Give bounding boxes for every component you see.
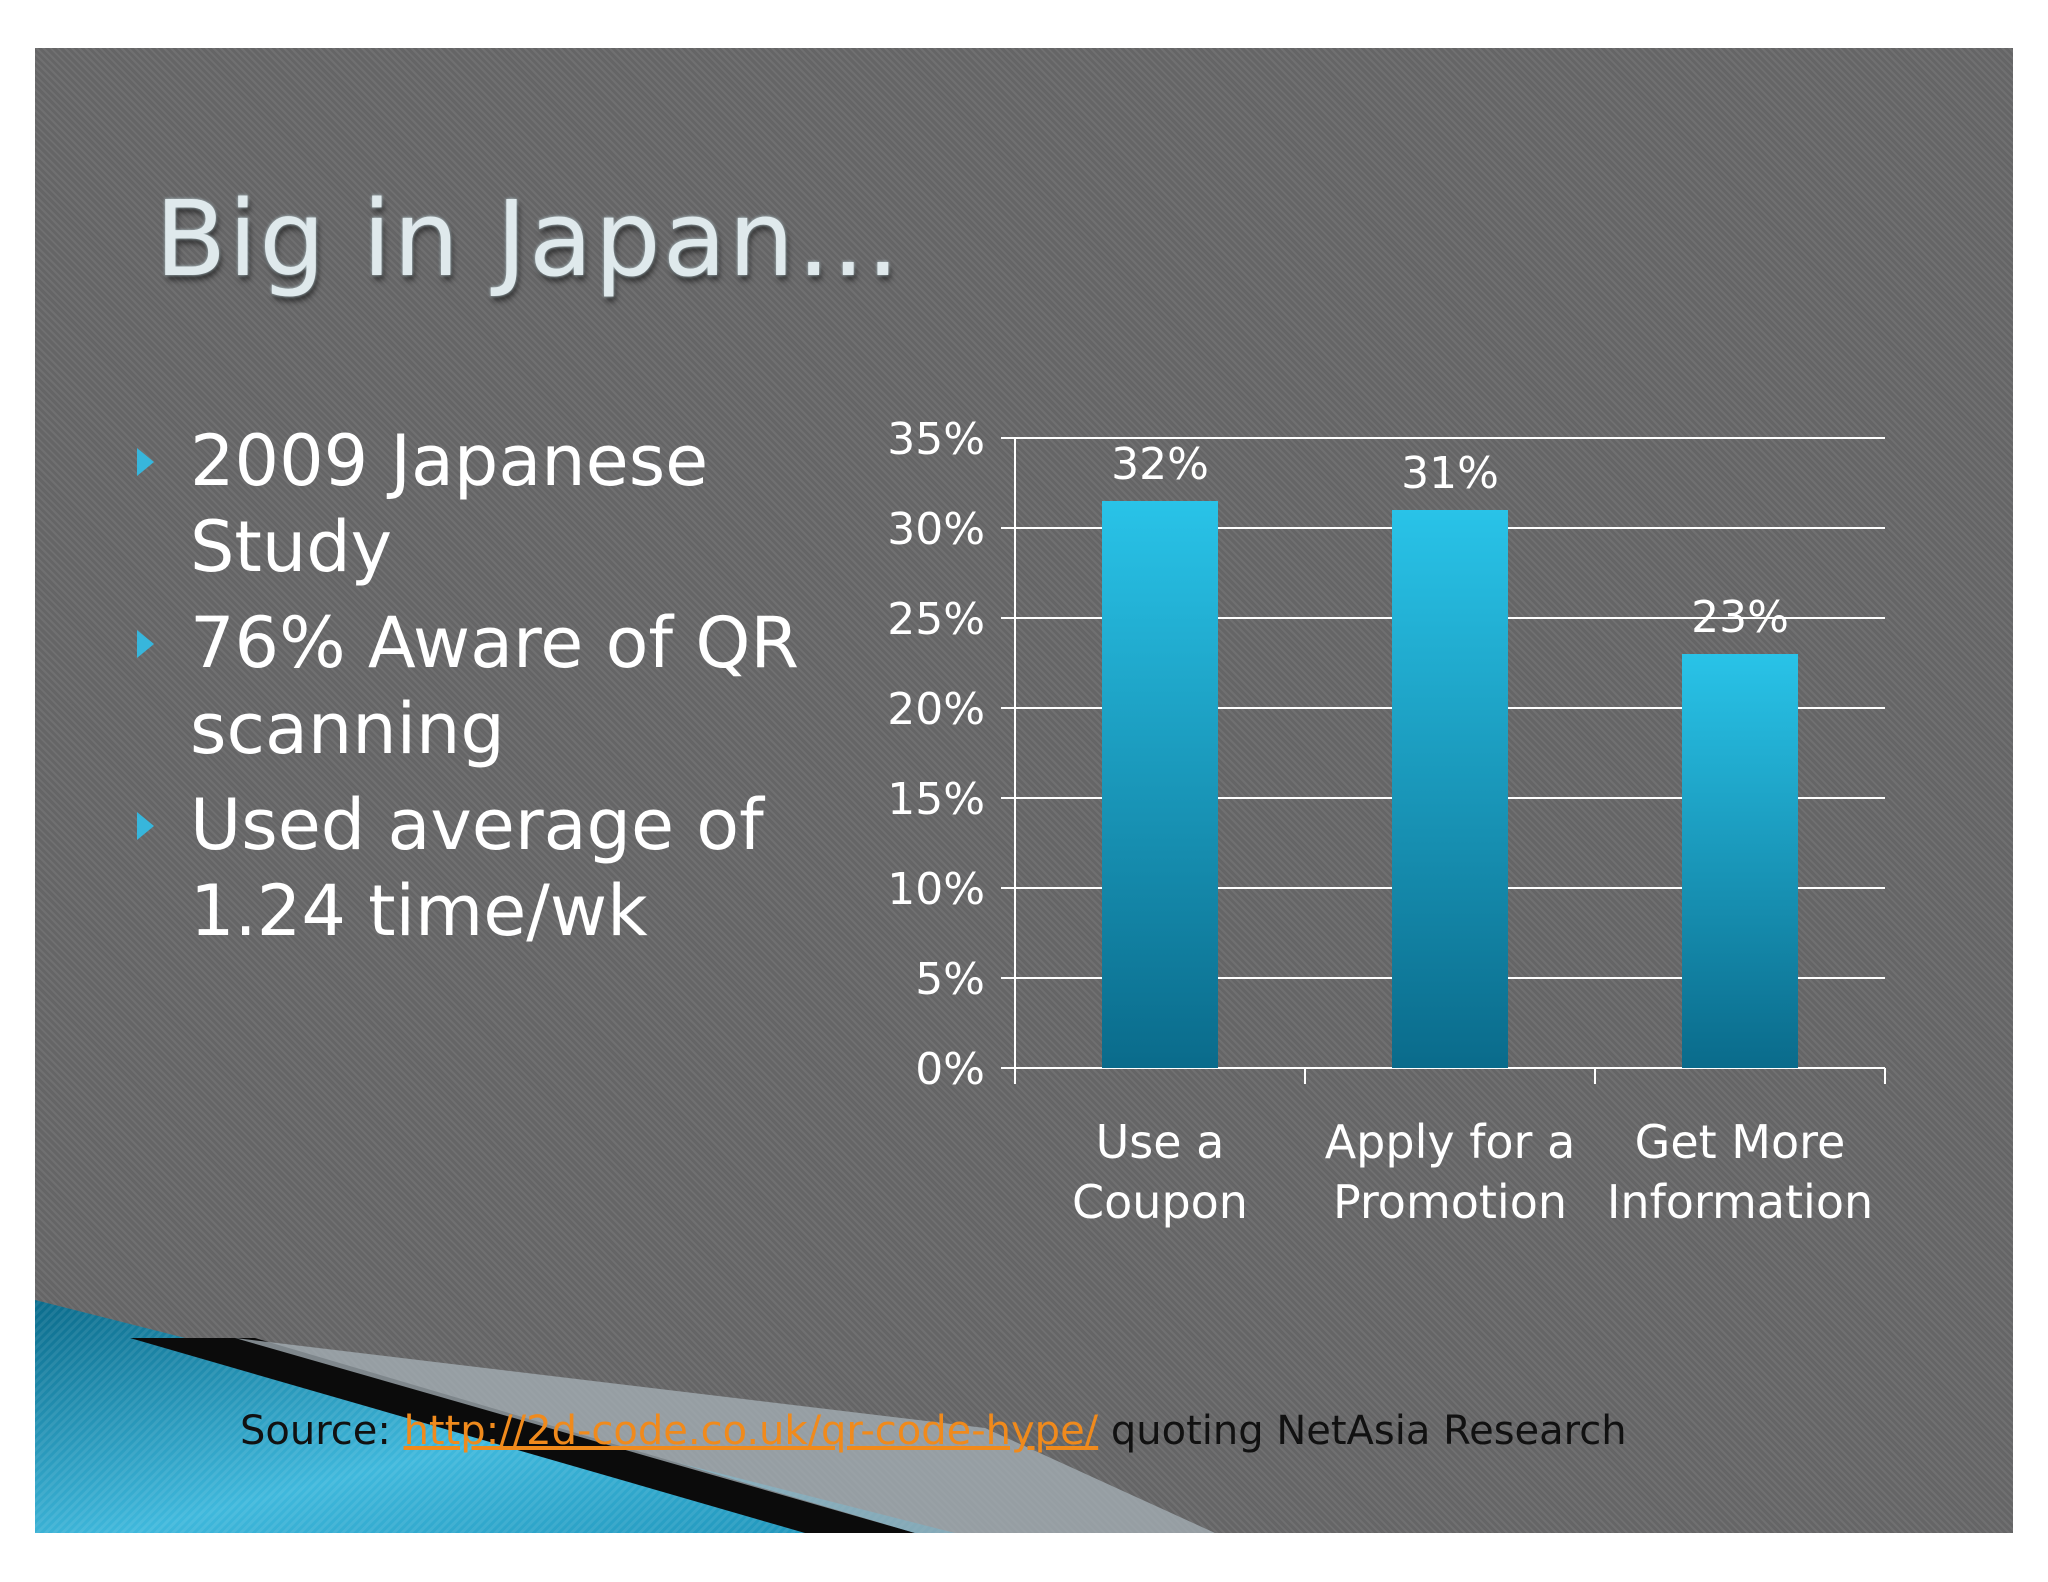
bullet-text: 2009 Japanese Study bbox=[190, 420, 709, 588]
bar bbox=[1392, 510, 1508, 1068]
bar bbox=[1102, 501, 1218, 1068]
y-tick-label: 15% bbox=[887, 774, 985, 825]
y-tick-label: 35% bbox=[887, 414, 985, 465]
x-tick-label: Apply for a bbox=[1325, 1115, 1576, 1169]
bullet-item: 76% Aware of QR scanning bbox=[130, 600, 850, 772]
y-tick-label: 10% bbox=[887, 864, 985, 915]
y-tick-label: 25% bbox=[887, 594, 985, 645]
y-tick-label: 0% bbox=[915, 1044, 985, 1095]
source-prefix: Source: bbox=[240, 1408, 391, 1454]
x-tick-label: Promotion bbox=[1333, 1175, 1567, 1229]
bullet-arrow-icon bbox=[137, 448, 154, 476]
x-tick-label: Coupon bbox=[1072, 1175, 1248, 1229]
source-suffix: quoting NetAsia Research bbox=[1110, 1408, 1627, 1454]
bottom-swoosh-decoration bbox=[35, 1300, 1215, 1533]
slide-title: Big in Japan… bbox=[155, 178, 903, 300]
x-tick-label: Information bbox=[1607, 1175, 1873, 1229]
bullet-list: 2009 Japanese Study 76% Aware of QR scan… bbox=[130, 418, 850, 964]
bullet-text: 76% Aware of QR scanning bbox=[190, 602, 800, 770]
y-tick-label: 5% bbox=[915, 954, 985, 1005]
slide: Big in Japan… 2009 Japanese Study 76% Aw… bbox=[35, 48, 2013, 1533]
x-tick-label: Get More bbox=[1635, 1115, 1846, 1169]
bar-chart: 0% 5% 10% 15% 20% 25% 30% 35% 32% Use a Coupon 31% A… bbox=[887, 414, 1886, 1229]
y-tick-label: 30% bbox=[887, 504, 985, 555]
bullet-item: 2009 Japanese Study bbox=[130, 418, 850, 590]
bullet-arrow-icon bbox=[137, 812, 154, 840]
bullet-arrow-icon bbox=[137, 630, 154, 658]
bullet-item: Used average of 1.24 time/wk bbox=[130, 782, 850, 954]
data-label: 32% bbox=[1111, 439, 1209, 490]
bullet-text: Used average of 1.24 time/wk bbox=[190, 784, 764, 952]
y-tick-label: 20% bbox=[887, 684, 985, 735]
data-label: 23% bbox=[1691, 592, 1789, 643]
source-note: Source: http://2d-code.co.uk/qr-code-hyp… bbox=[240, 1408, 1627, 1454]
data-label: 31% bbox=[1401, 448, 1499, 499]
x-tick-label: Use a bbox=[1096, 1115, 1225, 1169]
bar bbox=[1682, 654, 1798, 1068]
source-link[interactable]: http://2d-code.co.uk/qr-code-hype/ bbox=[403, 1408, 1099, 1454]
